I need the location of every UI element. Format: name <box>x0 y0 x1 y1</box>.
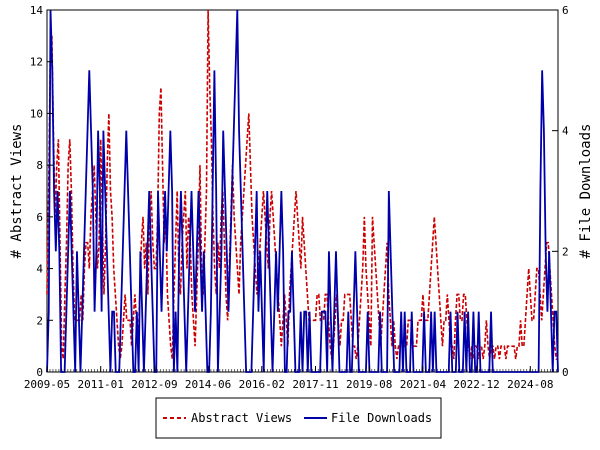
y-left-tick-label: 12 <box>30 56 43 69</box>
legend-box <box>155 397 442 439</box>
x-axis: 2009-05 2011-01 2012-09 2014-06 2016-02 2017-… <box>24 366 553 391</box>
series-layer <box>46 9 559 373</box>
y-left-tick-label: 10 <box>30 107 43 120</box>
y-right-tick-label: 0 <box>562 366 569 379</box>
y-left-axis: 0 2 4 6 8 10 12 14 <box>30 4 53 379</box>
legend-abstract-views-label: Abstract Views <box>191 411 292 425</box>
y-right-tick-label: 4 <box>562 125 569 138</box>
y-right-tick-label: 6 <box>562 4 569 17</box>
x-tick-label: 2019-08 <box>346 378 392 391</box>
series-file-downloads-line <box>46 9 559 373</box>
legend-file-downloads-label: File Downloads <box>331 411 432 425</box>
x-tick-label: 2014-06 <box>185 378 231 391</box>
y-left-tick-label: 0 <box>36 366 43 379</box>
y-left-tick-label: 8 <box>36 159 43 172</box>
x-tick-label: 2011-01 <box>78 378 124 391</box>
x-minor-ticks <box>46 369 557 372</box>
x-tick-label: 2012-09 <box>131 378 177 391</box>
x-tick-label: 2022-12 <box>453 378 499 391</box>
y-left-tick-label: 14 <box>30 4 44 17</box>
x-tick-label: 2017-11 <box>292 378 338 391</box>
y-right-axis: 0 2 4 6 <box>552 4 569 379</box>
y-left-axis-title: # Abstract Views <box>9 124 25 259</box>
y-left-tick-label: 6 <box>36 211 43 224</box>
legend: Abstract Views File Downloads <box>155 397 442 439</box>
y-right-axis-title: # File Downloads <box>578 124 594 259</box>
x-tick-label: 2016-02 <box>239 378 285 391</box>
y-left-tick-label: 4 <box>36 263 43 276</box>
y-right-tick-label: 2 <box>562 245 569 258</box>
y-left-tick-label: 2 <box>36 314 43 327</box>
x-tick-label: 2024-08 <box>507 378 553 391</box>
x-tick-label: 2009-05 <box>24 378 70 391</box>
x-tick-label: 2021-04 <box>400 378 447 391</box>
